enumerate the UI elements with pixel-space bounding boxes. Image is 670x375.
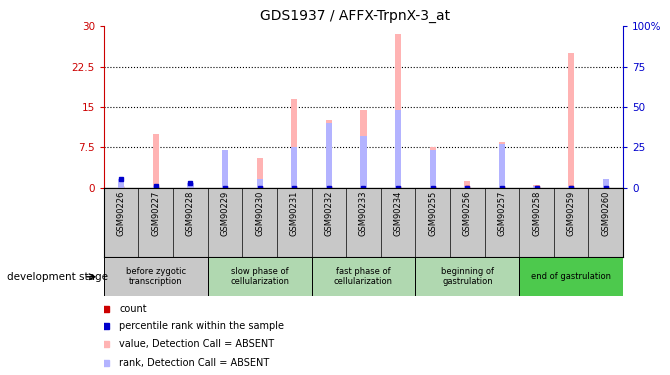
Text: count: count bbox=[119, 303, 147, 313]
Text: beginning of
gastrulation: beginning of gastrulation bbox=[441, 267, 494, 286]
Bar bbox=[429, 150, 436, 188]
Text: development stage: development stage bbox=[7, 272, 108, 282]
Text: GSM90259: GSM90259 bbox=[567, 191, 576, 236]
Text: rank, Detection Call = ABSENT: rank, Detection Call = ABSENT bbox=[119, 358, 270, 368]
Text: GDS1937 / AFFX-TrpnX-3_at: GDS1937 / AFFX-TrpnX-3_at bbox=[260, 9, 450, 23]
Bar bbox=[603, 180, 609, 188]
Text: GSM90255: GSM90255 bbox=[428, 191, 438, 236]
Bar bbox=[291, 99, 297, 188]
Text: GSM90234: GSM90234 bbox=[393, 191, 403, 236]
Bar bbox=[188, 183, 194, 188]
Bar bbox=[464, 181, 470, 188]
Text: before zygotic
transcription: before zygotic transcription bbox=[126, 267, 186, 286]
Bar bbox=[499, 144, 505, 188]
Bar bbox=[153, 134, 159, 188]
Bar bbox=[395, 34, 401, 188]
Bar bbox=[118, 180, 124, 188]
Text: GSM90232: GSM90232 bbox=[324, 191, 334, 236]
Bar bbox=[222, 150, 228, 188]
Bar bbox=[429, 147, 436, 188]
Text: GSM90227: GSM90227 bbox=[151, 191, 160, 236]
Bar bbox=[312, 257, 415, 296]
Text: slow phase of
cellularization: slow phase of cellularization bbox=[230, 267, 289, 286]
Text: GSM90229: GSM90229 bbox=[220, 191, 230, 236]
Bar bbox=[104, 257, 208, 296]
Text: GSM90226: GSM90226 bbox=[117, 191, 126, 236]
Text: GSM90260: GSM90260 bbox=[601, 191, 610, 236]
Bar bbox=[188, 186, 194, 188]
Bar bbox=[257, 158, 263, 188]
Text: GSM90257: GSM90257 bbox=[497, 191, 507, 236]
Text: end of gastrulation: end of gastrulation bbox=[531, 272, 611, 281]
Bar bbox=[326, 120, 332, 188]
Text: GSM90228: GSM90228 bbox=[186, 191, 195, 236]
Bar bbox=[291, 147, 297, 188]
Bar bbox=[326, 123, 332, 188]
Bar bbox=[568, 186, 574, 188]
Text: percentile rank within the sample: percentile rank within the sample bbox=[119, 321, 285, 332]
Text: GSM90256: GSM90256 bbox=[463, 191, 472, 236]
Text: GSM90230: GSM90230 bbox=[255, 191, 264, 236]
Bar bbox=[208, 257, 312, 296]
Bar bbox=[568, 53, 574, 188]
Bar bbox=[533, 186, 539, 188]
Bar bbox=[533, 185, 539, 188]
Bar bbox=[464, 186, 470, 188]
Bar bbox=[519, 257, 623, 296]
Bar bbox=[603, 186, 609, 188]
Text: GSM90231: GSM90231 bbox=[289, 191, 299, 236]
Bar bbox=[222, 153, 228, 188]
Bar bbox=[360, 136, 366, 188]
Bar bbox=[257, 180, 263, 188]
Bar bbox=[118, 186, 124, 188]
Bar bbox=[153, 186, 159, 188]
Text: value, Detection Call = ABSENT: value, Detection Call = ABSENT bbox=[119, 339, 275, 349]
Text: GSM90258: GSM90258 bbox=[532, 191, 541, 236]
Text: GSM90233: GSM90233 bbox=[359, 191, 368, 237]
Text: fast phase of
cellularization: fast phase of cellularization bbox=[334, 267, 393, 286]
Bar bbox=[415, 257, 519, 296]
Bar bbox=[360, 110, 366, 188]
Bar bbox=[395, 110, 401, 188]
Bar bbox=[499, 142, 505, 188]
